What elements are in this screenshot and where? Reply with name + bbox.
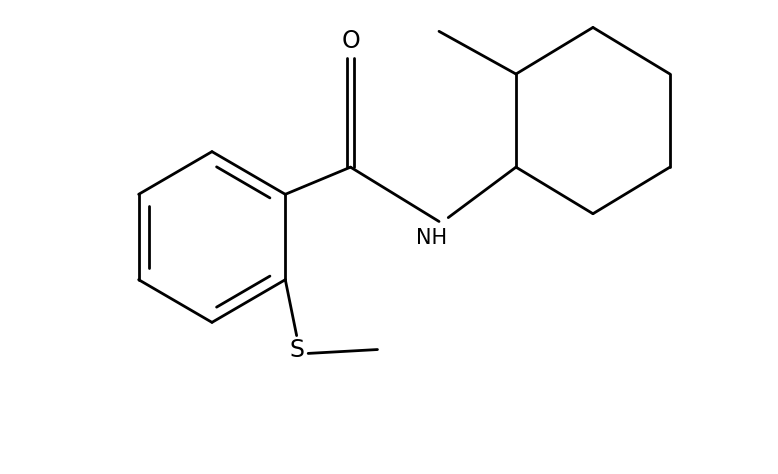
Text: NH: NH bbox=[415, 228, 447, 248]
Text: O: O bbox=[341, 29, 360, 54]
Text: S: S bbox=[289, 337, 304, 362]
